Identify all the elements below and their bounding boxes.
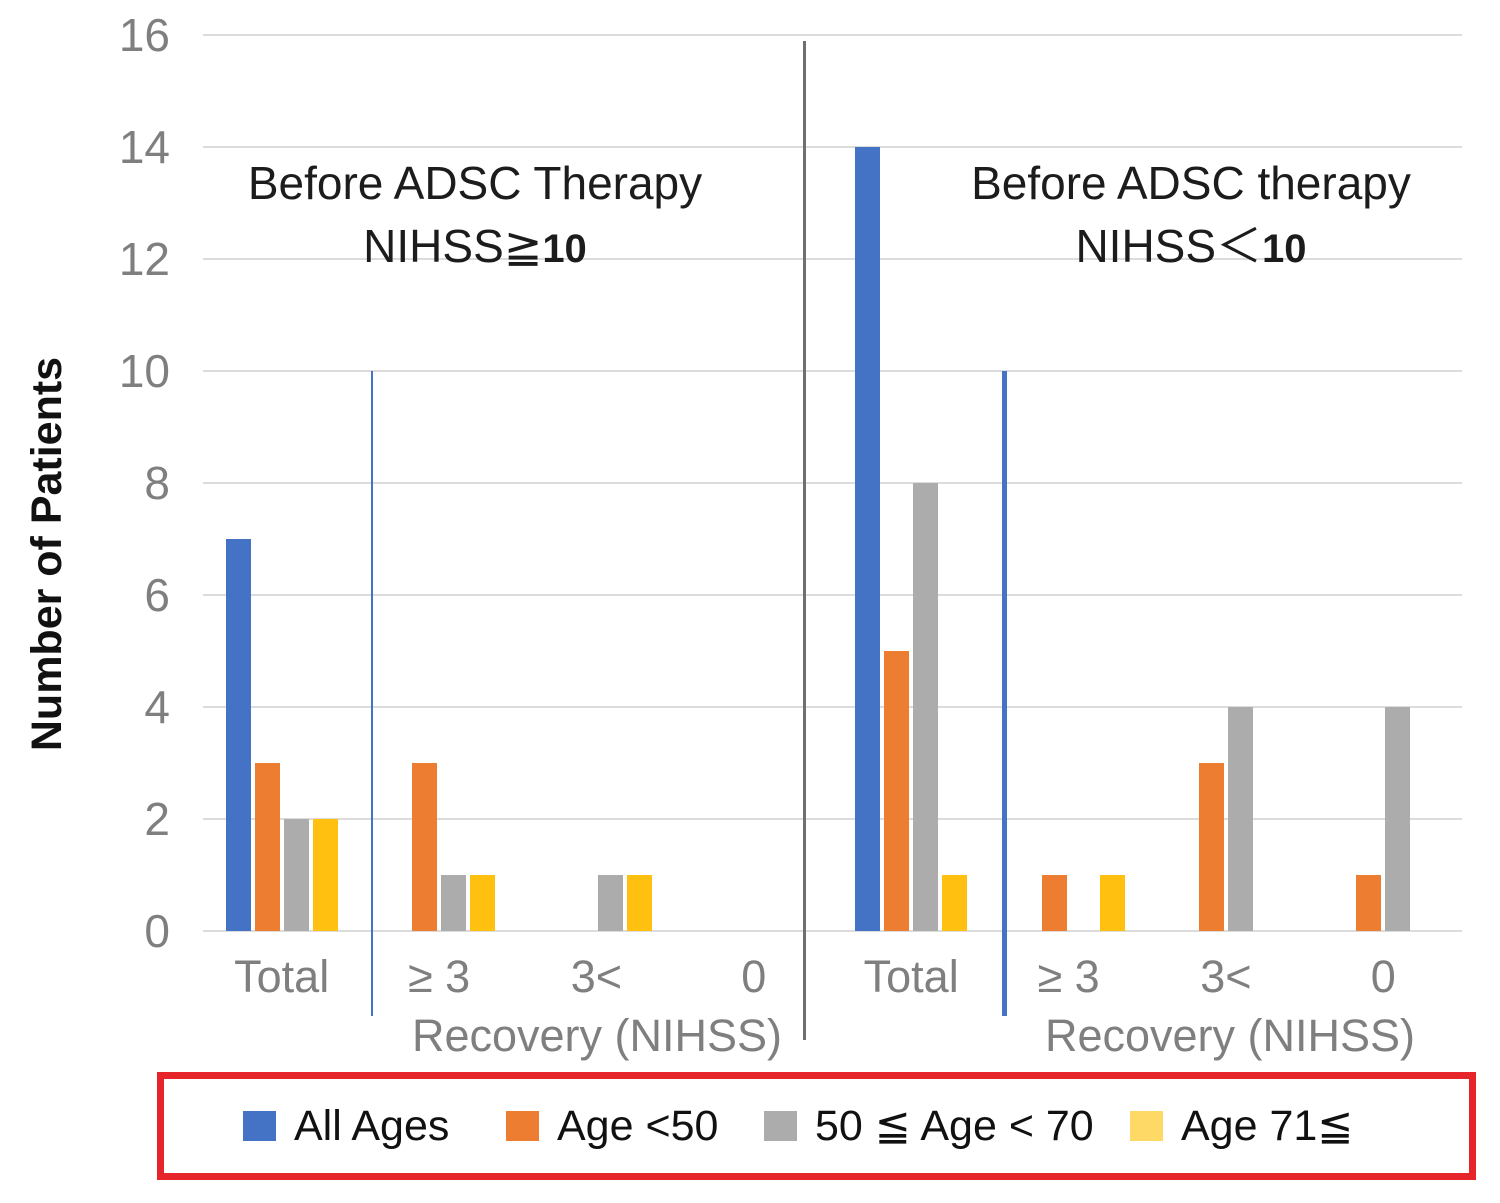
panel-title-left: Before ADSC Therapy NIHSS≧10 bbox=[165, 152, 785, 281]
total-separator-line-left bbox=[371, 371, 373, 1016]
y-tick-label-8: 8 bbox=[144, 457, 170, 509]
bar-panel1-3<-series4 bbox=[627, 875, 653, 931]
panel-title-right-line2: NIHSS＜10 bbox=[1075, 220, 1307, 272]
gridline-10 bbox=[203, 370, 1462, 372]
x-category-label-panel2-2: ≥ 3 bbox=[1037, 951, 1100, 1002]
x-category-label-panel1-4: 0 bbox=[741, 951, 767, 1002]
legend-label-4: Age 71≦ bbox=[1181, 1102, 1354, 1150]
legend-item-3: 50 ≦ Age < 70 bbox=[764, 1079, 1094, 1173]
x-category-label-panel2-3: 3< bbox=[1200, 951, 1252, 1002]
legend-label-1: All Ages bbox=[294, 1101, 450, 1150]
total-separator-line-right bbox=[1002, 371, 1007, 1016]
gridline-6 bbox=[203, 594, 1462, 596]
panel-divider-line bbox=[803, 41, 806, 1040]
bar-panel2-Total-series1 bbox=[855, 147, 881, 931]
x-category-label-panel2-1: Total bbox=[863, 951, 959, 1002]
panel-title-left-line2: NIHSS≧10 bbox=[363, 220, 587, 272]
gridline-4 bbox=[203, 706, 1462, 708]
bar-panel2-Total-series2 bbox=[884, 651, 910, 931]
panel-title-right-line1: Before ADSC therapy bbox=[971, 157, 1411, 209]
gridline-16 bbox=[203, 34, 1462, 36]
y-tick-label-0: 0 bbox=[144, 905, 170, 957]
legend-label-3: 50 ≦ Age < 70 bbox=[815, 1102, 1094, 1150]
gridline-2 bbox=[203, 818, 1462, 820]
bar-panel2-3<-series2 bbox=[1198, 763, 1224, 931]
bar-panel2-Total-series3 bbox=[913, 483, 939, 931]
bar-panel1-3<-series3 bbox=[598, 875, 624, 931]
y-tick-label-6: 6 bbox=[144, 569, 170, 621]
y-tick-label-10: 10 bbox=[118, 345, 170, 397]
bar-panel1-≥ 3-series4 bbox=[470, 875, 496, 931]
bar-panel2-≥ 3-series4 bbox=[1099, 875, 1125, 931]
legend: All Ages Age <50 50 ≦ Age < 70 Age 71≦ bbox=[157, 1072, 1476, 1180]
recovery-axis-label-right: Recovery (NIHSS) bbox=[1044, 1010, 1416, 1061]
bar-panel1-≥ 3-series3 bbox=[441, 875, 467, 931]
legend-swatch-4 bbox=[1130, 1111, 1163, 1141]
x-category-label-panel1-3: 3< bbox=[570, 951, 623, 1002]
recovery-axis-label-left: Recovery (NIHSS) bbox=[411, 1010, 783, 1061]
legend-item-2: Age <50 bbox=[506, 1079, 718, 1173]
y-tick-label-12: 12 bbox=[118, 233, 170, 285]
bar-panel2-3<-series3 bbox=[1227, 707, 1253, 931]
x-category-label-panel1-1: Total bbox=[234, 951, 330, 1002]
legend-item-1: All Ages bbox=[243, 1079, 449, 1173]
gridline-0 bbox=[203, 930, 1462, 932]
bar-panel2-0-series3 bbox=[1385, 707, 1411, 931]
gridline-8 bbox=[203, 482, 1462, 484]
x-category-label-panel2-4: 0 bbox=[1370, 951, 1396, 1002]
gridline-14 bbox=[203, 146, 1462, 148]
legend-label-2: Age <50 bbox=[557, 1101, 719, 1150]
bar-panel1-Total-series3 bbox=[283, 819, 309, 931]
gridline-12 bbox=[203, 258, 1462, 260]
panel-title-left-line1: Before ADSC Therapy bbox=[247, 157, 703, 209]
bar-panel1-Total-series2 bbox=[254, 763, 280, 931]
panel-title-right: Before ADSC therapy NIHSS＜10 bbox=[881, 152, 1500, 281]
x-category-label-panel1-2: ≥ 3 bbox=[407, 951, 471, 1002]
bar-panel1-≥ 3-series2 bbox=[412, 763, 438, 931]
y-tick-label-4: 4 bbox=[144, 681, 170, 733]
y-tick-label-16: 16 bbox=[118, 9, 170, 61]
legend-swatch-1 bbox=[243, 1111, 276, 1141]
y-tick-label-2: 2 bbox=[144, 793, 170, 845]
legend-item-4: Age 71≦ bbox=[1130, 1079, 1353, 1173]
bar-panel2-≥ 3-series2 bbox=[1041, 875, 1067, 931]
bar-panel2-0-series2 bbox=[1356, 875, 1382, 931]
bar-panel1-Total-series1 bbox=[225, 539, 251, 931]
bar-panel1-Total-series4 bbox=[312, 819, 338, 931]
bar-panel2-Total-series4 bbox=[942, 875, 968, 931]
y-tick-label-14: 14 bbox=[118, 121, 170, 173]
legend-swatch-3 bbox=[764, 1111, 797, 1141]
legend-swatch-2 bbox=[506, 1111, 539, 1141]
